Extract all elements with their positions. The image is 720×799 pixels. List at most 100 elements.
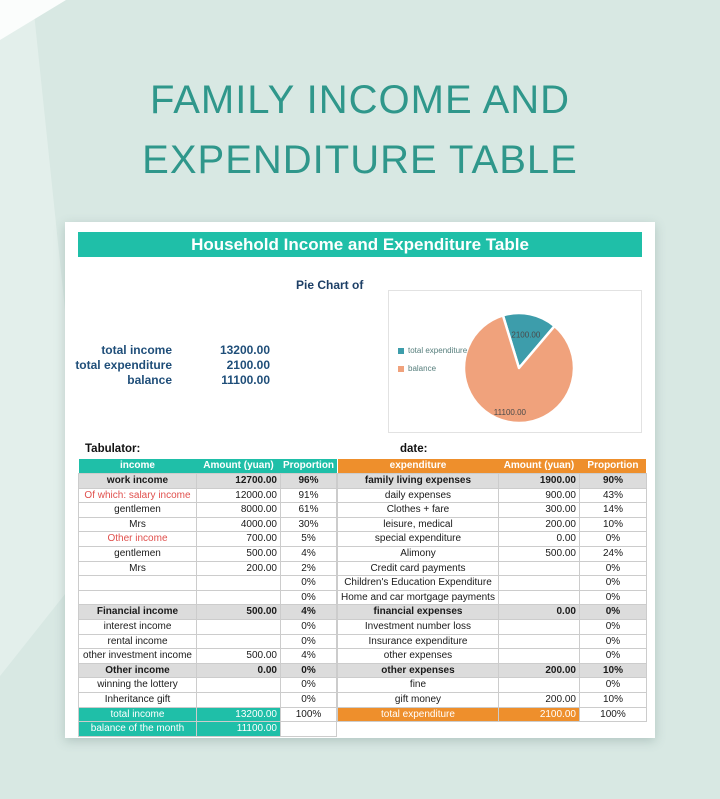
summary-value: 13200.00 [219, 343, 270, 357]
cell-label: leisure, medical [337, 516, 499, 533]
cell-prop: 0% [578, 575, 647, 591]
template-preview-card: Household Income and Expenditure Table P… [65, 222, 655, 738]
summary-block: total income 13200.00 total expenditure … [65, 343, 275, 388]
cell-label: other investment income [78, 648, 197, 664]
page-title-line-1: FAMILY INCOME AND [149, 78, 571, 122]
cell-label: Clothes + fare [337, 502, 499, 518]
table-row: total income 13200.00 100% [78, 706, 337, 723]
cell-amount [196, 589, 281, 606]
cell-prop: 90% [578, 473, 647, 489]
summary-row-total-income: total income 13200.00 [65, 343, 275, 358]
cell-amount: 4000.00 [196, 516, 281, 533]
table-row: Credit card payments 0% [337, 560, 647, 577]
legend-swatch-orange [398, 365, 404, 372]
cell-label: fine [337, 677, 499, 693]
cell-prop: 0% [280, 618, 337, 635]
table-row: Other income 700.00 5% [78, 531, 337, 547]
cell-prop: 14% [578, 502, 647, 518]
legend-label: balance [408, 364, 437, 373]
pie-slice-label: 11100.00 [494, 408, 527, 417]
table-row: other expenses 0% [337, 648, 647, 664]
summary-label: total expenditure [75, 358, 172, 372]
column-header: expenditure [337, 459, 499, 474]
cell-prop: 0% [578, 589, 647, 606]
cell-amount: 200.00 [196, 560, 281, 577]
table-row: Home and car mortgage payments 0% [337, 589, 647, 606]
table-row: total expenditure 2100.00 100% [337, 706, 647, 723]
table-row: other investment income 500.00 4% [78, 648, 337, 664]
summary-value: 11100.00 [221, 373, 270, 387]
cell-amount: 500.00 [196, 545, 281, 562]
cell-prop: 0% [578, 633, 647, 650]
cell-amount [196, 691, 281, 708]
cell-prop: 100% [280, 706, 337, 723]
column-header: Proportion [280, 459, 337, 474]
legend-item-balance: balance [398, 364, 467, 373]
table-row: special expenditure 0.00 0% [337, 531, 647, 547]
pie-slice-balance [462, 314, 576, 425]
table-row: gentlemen 500.00 4% [78, 545, 337, 562]
cell-prop: 30% [280, 516, 337, 533]
cell-label [78, 589, 197, 606]
cell-prop: 0% [280, 575, 337, 591]
cell-label: Alimony [337, 545, 499, 562]
cell-amount [196, 633, 281, 650]
cell-amount [196, 575, 281, 591]
cell-amount: 200.00 [497, 691, 580, 708]
table-row: Clothes + fare 300.00 14% [337, 502, 647, 518]
cell-amount [497, 618, 580, 635]
cell-amount: 13200.00 [196, 706, 281, 723]
table-row: gift money 200.00 10% [337, 691, 647, 708]
cell-prop: 0% [280, 589, 337, 606]
table-row: winning the lottery 0% [78, 677, 337, 693]
column-header: Proportion [579, 459, 647, 474]
cell-amount: 900.00 [497, 487, 580, 504]
table-row: Mrs 4000.00 30% [78, 516, 337, 533]
cell-prop: 2% [280, 560, 337, 577]
table-row: 0% [78, 589, 337, 606]
cell-label: rental income [78, 633, 197, 650]
cell-amount: 1900.00 [497, 473, 580, 489]
cell-label: Mrs [78, 516, 197, 533]
cell-label: Of which: salary income [78, 487, 197, 504]
page-title-line-2: EXPENDITURE TABLE [142, 138, 578, 182]
header-row: expenditure Amount (yuan) Proportion [337, 459, 647, 474]
summary-row-balance: balance 11100.00 [65, 373, 275, 388]
legend-item-total-expenditure: total expenditure [398, 346, 467, 355]
tabulator-label: Tabulator: [85, 443, 141, 455]
table-row: fine 0% [337, 677, 647, 693]
cell-label: winning the lottery [78, 677, 197, 693]
cell-amount: 8000.00 [196, 502, 281, 518]
cell-amount: 500.00 [497, 545, 580, 562]
pie-chart-panel: 2100.00 11100.00 total expenditure balanc… [388, 290, 642, 433]
cell-amount: 12700.00 [196, 473, 281, 489]
cell-label: balance of the month [78, 721, 197, 737]
cell-label: Insurance expenditure [337, 633, 499, 650]
cell-prop: 10% [578, 516, 647, 533]
table-row: family living expenses 1900.00 90% [337, 473, 647, 489]
table-row: Of which: salary income 12000.00 91% [78, 487, 337, 504]
cell-prop: 0% [578, 618, 647, 635]
income-table: income Amount (yuan) Proportion work incom… [78, 459, 337, 737]
cell-amount: 500.00 [196, 648, 281, 664]
cell-amount: 11100.00 [196, 721, 281, 737]
header-row: income Amount (yuan) Proportion [78, 459, 337, 474]
cell-label: Financial income [78, 604, 197, 620]
cell-prop: 61% [280, 502, 337, 518]
cell-prop: 10% [578, 691, 647, 708]
pie-chart: 2100.00 11100.00 [462, 311, 576, 425]
legend-label: total expenditure [408, 346, 468, 355]
pie-chart-caption: Pie Chart of [296, 278, 364, 292]
cell-amount [497, 648, 580, 664]
cell-label: total expenditure [337, 706, 499, 723]
summary-value: 2100.00 [226, 358, 270, 372]
cell-amount [196, 618, 281, 635]
cell-prop [280, 721, 337, 737]
cell-label: gentlemen [78, 545, 197, 562]
summary-row-total-expenditure: total expenditure 2100.00 [65, 358, 275, 373]
table-row: daily expenses 900.00 43% [337, 487, 647, 504]
cell-label: other expenses [337, 648, 499, 664]
cell-prop: 0% [280, 677, 337, 693]
cell-label: gentlemen [78, 502, 197, 518]
